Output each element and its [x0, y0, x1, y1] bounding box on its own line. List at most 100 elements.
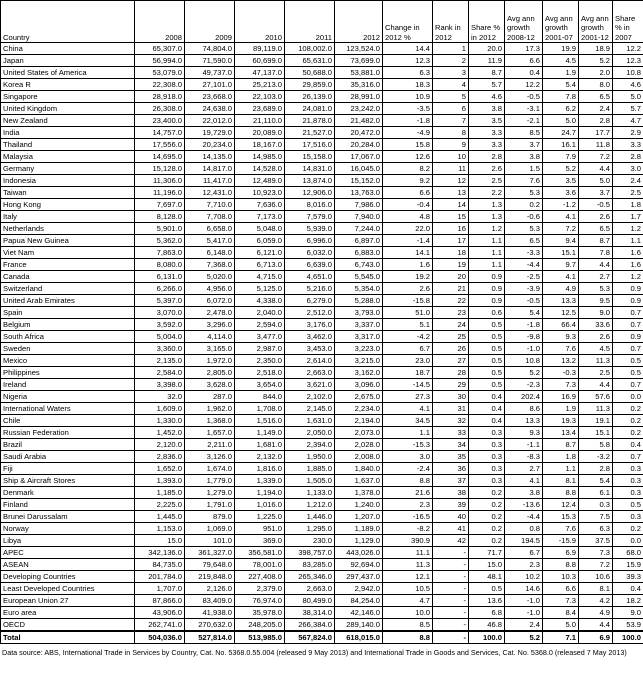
cell: 8.8 — [382, 474, 433, 487]
cell: 83,409.0 — [184, 594, 235, 607]
cell: 10 — [432, 150, 469, 163]
cell: 9.3 — [542, 330, 579, 343]
row-label: United Kingdom — [0, 102, 135, 115]
cell: 1.2 — [612, 270, 643, 283]
cell: -0.6 — [504, 210, 543, 223]
cell: 14,528.0 — [234, 162, 285, 175]
cell: 4.9 — [578, 606, 613, 619]
cell: 4.7 — [382, 594, 433, 607]
cell: 6,743.0 — [334, 258, 383, 271]
cell: 11 — [432, 162, 469, 175]
cell: 0.3 — [468, 450, 505, 463]
cell: 5,417.0 — [184, 234, 235, 247]
cell: 11.8 — [578, 138, 613, 151]
cell: 2.6 — [382, 282, 433, 295]
column-header: Change in 2012 % — [382, 0, 433, 43]
cell: 7.2 — [542, 222, 579, 235]
cell: 5,362.0 — [134, 234, 185, 247]
cell: -2.3 — [504, 378, 543, 391]
table-row: Thailand 17,556.0 20,234.0 18,167.0 17,516.0… — [0, 138, 643, 151]
cell: 3,070.0 — [134, 306, 185, 319]
table-row: Korea R 22,308.0 27,101.0 25,213.0 29,859.0 3… — [0, 78, 643, 91]
cell: 8.7 — [542, 438, 579, 451]
cell: 1,840.0 — [334, 462, 383, 475]
cell: 5,397.0 — [134, 294, 185, 307]
row-label: Sweden — [0, 342, 135, 355]
cell: 3,621.0 — [284, 378, 335, 391]
cell: 398,757.0 — [284, 546, 335, 559]
table-row: Hong Kong 7,697.0 7,710.0 7,636.0 8,016.0 7,9… — [0, 198, 643, 211]
cell: 2,028.0 — [334, 438, 383, 451]
cell: 3.5 — [542, 174, 579, 187]
cell: 78,001.0 — [234, 558, 285, 571]
cell: 0.3 — [468, 438, 505, 451]
cell: 3.8 — [504, 150, 543, 163]
cell: -8.2 — [382, 522, 433, 535]
cell: 100.0 — [612, 630, 643, 644]
cell: 5,020.0 — [184, 270, 235, 283]
table-row: Netherlands 5,901.0 6,658.0 5,048.0 5,939.0 7… — [0, 222, 643, 235]
cell: 23,400.0 — [134, 114, 185, 127]
cell: 5.4 — [542, 78, 579, 91]
cell: 3.5 — [468, 114, 505, 127]
cell: 7.3 — [578, 546, 613, 559]
cell: 4 — [432, 78, 469, 91]
cell: 1,972.0 — [184, 354, 235, 367]
cell: 38 — [432, 486, 469, 499]
cell: 2.7 — [578, 270, 613, 283]
cell: 6,658.0 — [184, 222, 235, 235]
cell: 287.0 — [184, 390, 235, 403]
cell: - — [432, 606, 469, 619]
cell: 0.3 — [612, 510, 643, 523]
cell: 12.3 — [382, 54, 433, 67]
row-label: Ireland — [0, 378, 135, 391]
cell: 3,398.0 — [134, 378, 185, 391]
cell: 3.8 — [468, 102, 505, 115]
cell: 16 — [432, 222, 469, 235]
row-label: Brunei Darussalam — [0, 510, 135, 523]
cell: 21,878.0 — [284, 114, 335, 127]
cell: 19.1 — [578, 414, 613, 427]
cell: 7.9 — [542, 150, 579, 163]
cell: 1,330.0 — [134, 414, 185, 427]
cell: 4.4 — [578, 618, 613, 632]
cell: 6.9 — [542, 546, 579, 559]
cell: 4,651.0 — [284, 270, 335, 283]
cell: 219,848.0 — [184, 570, 235, 583]
cell: 1,708.0 — [234, 402, 285, 415]
cell: 34.5 — [382, 414, 433, 427]
cell: 1.1 — [468, 258, 505, 271]
cell: 7,708.0 — [184, 210, 235, 223]
cell: 101.0 — [184, 534, 235, 547]
cell: 1,652.0 — [134, 462, 185, 475]
cell: 1,791.0 — [184, 498, 235, 511]
cell: 0.3 — [612, 474, 643, 487]
cell: 2,126.0 — [184, 582, 235, 595]
cell: 24.7 — [542, 126, 579, 139]
cell: 23.0 — [382, 354, 433, 367]
cell: 1,279.0 — [184, 486, 235, 499]
cell: 2.3 — [382, 498, 433, 511]
cell: 0.4 — [504, 66, 543, 79]
cell: 1.9 — [542, 402, 579, 415]
cell: 0.8 — [504, 522, 543, 535]
cell: 4,338.0 — [234, 294, 285, 307]
row-label: Indonesia — [0, 174, 135, 187]
cell: 2.4 — [578, 102, 613, 115]
cell: 0.5 — [468, 378, 505, 391]
cell: 8.0 — [578, 78, 613, 91]
cell: 2,120.0 — [134, 438, 185, 451]
cell: -0.5 — [504, 294, 543, 307]
cell: 504,036.0 — [134, 630, 185, 644]
cell: 0.9 — [468, 282, 505, 295]
cell: -4.4 — [504, 258, 543, 271]
cell: 20,472.0 — [334, 126, 383, 139]
cell: 3,360.0 — [134, 342, 185, 355]
cell: 0.2 — [612, 522, 643, 535]
cell: 2,805.0 — [184, 366, 235, 379]
row-label: Japan — [0, 54, 135, 67]
cell: 7 — [432, 114, 469, 127]
cell: 2.2 — [468, 186, 505, 199]
cell: 6,897.0 — [334, 234, 383, 247]
column-header: 2010 — [234, 0, 285, 43]
